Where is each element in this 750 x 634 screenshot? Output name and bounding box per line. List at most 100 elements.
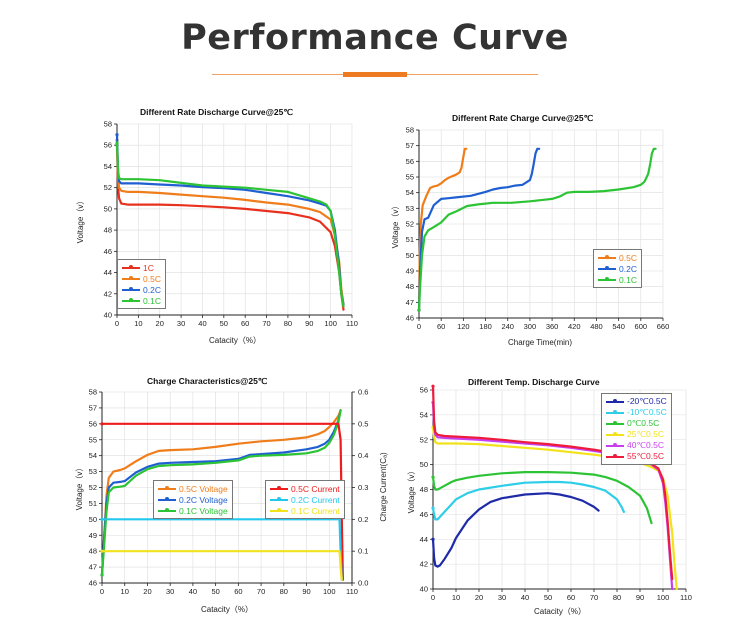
series-line-0.5ccurrent — [100, 422, 344, 581]
series-line-0.2cvoltage — [100, 409, 342, 577]
chart-rate-charge: Different Rate Charge Curve@25℃ 0 60 120 18… — [391, 113, 669, 347]
y-tick-label: 49 — [89, 531, 97, 540]
y2-tick-label: 0.3 — [358, 483, 368, 492]
x-tick-label: 10 — [121, 587, 129, 596]
legend-item: 0.5C — [122, 273, 161, 284]
y2-axis-label: Charge Current(Cₐ) — [379, 452, 388, 522]
series-line-0.5cvoltage — [100, 409, 342, 577]
title-rule-accent — [343, 72, 407, 77]
chart-legend: 0.5C Current 0.2C Current 0.1C Current — [265, 480, 345, 519]
series-marker — [431, 537, 435, 541]
legend-item: 0.1C — [598, 274, 637, 285]
series-line-0.5c — [417, 147, 468, 312]
y-tick-label: 40 — [104, 311, 112, 320]
chart-svg: 0 10 20 30 40 50 60 70 80 90 100 110 46 47 48 49 50 51 52 5… — [75, 388, 388, 615]
y-tick-label: 54 — [406, 188, 414, 197]
x-tick-label: 70 — [590, 593, 598, 602]
chart-charge-characteristics: Charge Characteristics@25℃ 0 10 20 30 40 50 60… — [75, 376, 388, 615]
legend-swatch — [598, 277, 616, 281]
legend-label: 25℃0.5C — [627, 429, 664, 439]
series-marker — [417, 308, 421, 312]
legend-item: 0.1C Current — [270, 505, 340, 516]
y2-tick-label: 0.0 — [358, 579, 368, 588]
chart-legend: -20℃0.5C -10℃0.5C 0℃0.5C 25℃0.5C 40℃0.5C 55℃0… — [601, 393, 672, 465]
legend-item: 0.2C Voltage — [158, 494, 228, 505]
legend-swatch — [122, 276, 140, 280]
series-marker — [100, 517, 104, 521]
x-tick-label: 30 — [177, 319, 185, 328]
x-tick-label: 90 — [636, 593, 644, 602]
y2-tick-label: 0.4 — [358, 451, 368, 460]
legend-swatch — [158, 508, 176, 512]
legend-label: 0.5C — [619, 252, 637, 263]
series-line--100.5c — [431, 480, 626, 521]
y-tick-label: 58 — [89, 388, 97, 397]
legend-swatch — [122, 287, 140, 291]
series-marker — [115, 133, 119, 137]
legend-item: 55℃0.5C — [606, 451, 667, 462]
y-tick-label: 47 — [89, 563, 97, 572]
y-tick-label: 54 — [104, 162, 112, 171]
legend-swatch — [606, 421, 624, 425]
x-tick-label: 70 — [257, 587, 265, 596]
y-tick-label: 50 — [420, 460, 428, 469]
legend-swatch — [606, 443, 624, 447]
y-axis-label: Voltage（v） — [76, 197, 85, 244]
x-tick-label: 30 — [498, 593, 506, 602]
y-tick-label: 52 — [89, 483, 97, 492]
series-marker — [100, 573, 104, 577]
x-tick-label: 80 — [280, 587, 288, 596]
y-tick-label: 56 — [406, 157, 414, 166]
y-tick-label: 56 — [89, 419, 97, 428]
x-axis-label: Charge Time(min) — [508, 338, 572, 347]
y-tick-label: 46 — [89, 579, 97, 588]
legend-swatch — [606, 410, 624, 414]
chart-legend: 1C 0.5C 0.2C 0.1C — [117, 259, 166, 309]
y-tick-label: 58 — [406, 126, 414, 135]
y-tick-label: 48 — [420, 485, 428, 494]
series-marker — [100, 422, 104, 426]
x-tick-label: 20 — [475, 593, 483, 602]
x-tick-label: 50 — [544, 593, 552, 602]
legend-swatch — [598, 255, 616, 259]
legend-label: 0.1C — [143, 295, 161, 306]
chart-title: Different Rate Discharge Curve@25℃ — [140, 107, 293, 117]
legend-label: 0.1C Current — [291, 505, 340, 516]
x-tick-label: 20 — [156, 319, 164, 328]
x-tick-label: 420 — [568, 322, 581, 331]
y-tick-label: 49 — [406, 267, 414, 276]
series-line-550.5c — [431, 385, 674, 581]
y-tick-label: 50 — [104, 204, 112, 213]
y-tick-label: 42 — [104, 289, 112, 298]
legend-label: 0.2C — [143, 284, 161, 295]
series-marker — [431, 475, 435, 479]
legend-label: 0.2C — [619, 263, 637, 274]
y2-tick-label: 0.2 — [358, 515, 368, 524]
x-tick-label: 60 — [241, 319, 249, 328]
series-line-0.1c — [417, 147, 657, 312]
legend-label: 0.1C Voltage — [179, 505, 228, 516]
series-marker — [115, 141, 119, 145]
legend-label: 0.2C Current — [291, 494, 340, 505]
series-line-0.2c — [417, 147, 541, 312]
chart-legend: 0.5C Voltage 0.2C Voltage 0.1C Voltage — [153, 480, 233, 519]
series-line-0.1c — [115, 142, 345, 308]
x-tick-label: 60 — [437, 322, 445, 331]
series-marker — [431, 506, 435, 510]
x-tick-label: 600 — [635, 322, 648, 331]
x-tick-label: 360 — [546, 322, 559, 331]
x-tick-label: 40 — [189, 587, 197, 596]
x-tick-label: 100 — [323, 587, 336, 596]
y-tick-label: 53 — [89, 467, 97, 476]
y-tick-label: 51 — [406, 235, 414, 244]
x-tick-label: 180 — [479, 322, 492, 331]
legend-item: 0.1C — [122, 295, 161, 306]
y-tick-label: 48 — [406, 282, 414, 291]
legend-label: 0.5C Current — [291, 483, 340, 494]
x-tick-label: 240 — [501, 322, 514, 331]
y-tick-label: 40 — [420, 585, 428, 594]
legend-label: 40℃0.5C — [627, 440, 664, 450]
legend-swatch — [606, 432, 624, 436]
chart-title: Different Temp. Discharge Curve — [468, 377, 600, 387]
x-tick-label: 100 — [657, 593, 670, 602]
